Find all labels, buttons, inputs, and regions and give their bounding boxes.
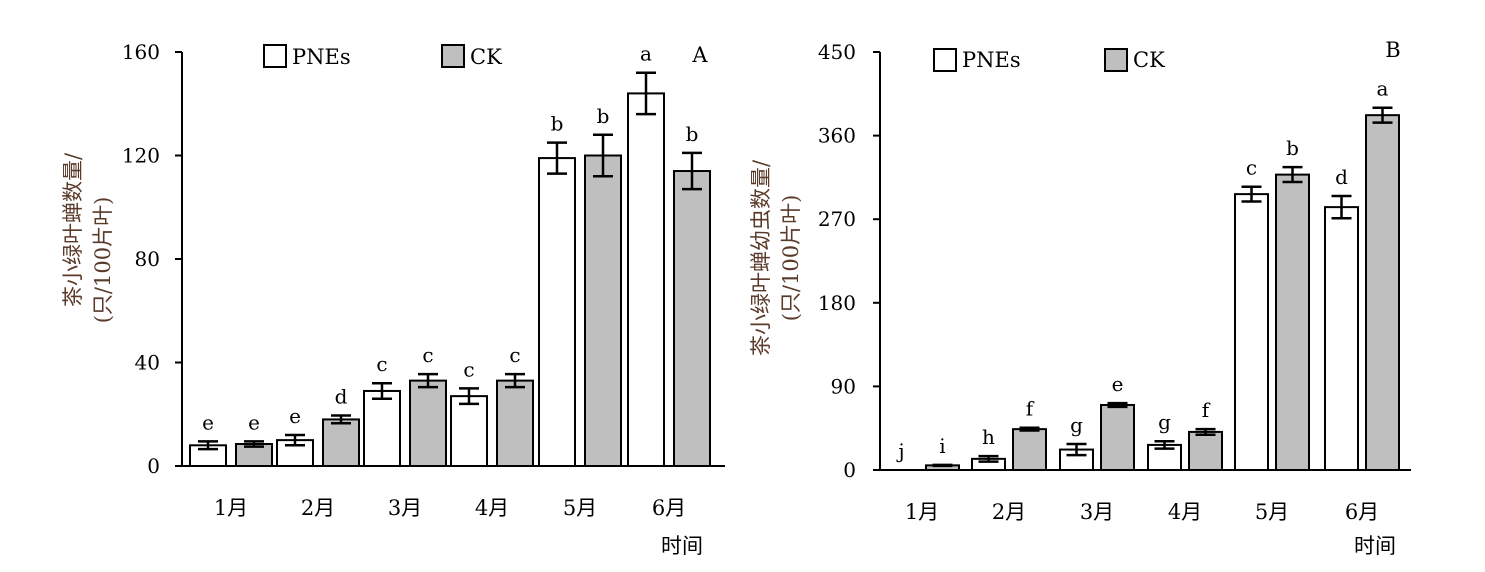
significance-label: j bbox=[896, 439, 904, 463]
x-axis-label: 时间 bbox=[661, 534, 703, 558]
y-tick-label: 40 bbox=[135, 351, 160, 375]
x-tick-label: 6月 bbox=[1345, 500, 1379, 524]
bar bbox=[450, 395, 488, 468]
significance-label: c bbox=[463, 357, 474, 381]
bar bbox=[1188, 430, 1223, 472]
significance-label: b bbox=[551, 112, 564, 136]
significance-label: a bbox=[1377, 77, 1389, 101]
y-tick-label: 0 bbox=[843, 458, 856, 482]
significance-label: c bbox=[422, 343, 433, 367]
y-axis-ticks: 0 40 80 120 160 bbox=[122, 40, 182, 478]
significance-label: a bbox=[640, 42, 652, 66]
y-axis-ticks: 0 90 180 270 360 450 bbox=[818, 40, 880, 482]
significance-label: g bbox=[1070, 413, 1083, 437]
bar bbox=[584, 154, 622, 467]
y-tick-label: 160 bbox=[122, 40, 160, 64]
bar bbox=[363, 389, 401, 467]
bars: j h g g c d i f e f b a bbox=[896, 77, 1400, 472]
significance-label: d bbox=[1335, 165, 1348, 189]
panel-label: B bbox=[1385, 38, 1400, 62]
significance-label: f bbox=[1026, 397, 1035, 421]
bar bbox=[538, 157, 576, 467]
significance-label: b bbox=[1286, 136, 1299, 160]
bar bbox=[627, 92, 665, 468]
x-tick-label: 5月 bbox=[1255, 500, 1289, 524]
legend-swatch-ck bbox=[441, 44, 465, 68]
significance-label: c bbox=[1246, 156, 1257, 180]
panel-label: A bbox=[691, 43, 708, 67]
bar bbox=[673, 170, 711, 467]
x-tick-label: 6月 bbox=[652, 496, 686, 520]
legend-swatch-pnes bbox=[933, 48, 957, 72]
y-tick-label: 270 bbox=[818, 207, 856, 231]
bar bbox=[1100, 403, 1135, 472]
significance-label: e bbox=[289, 404, 301, 428]
y-axis-label-line1: 茶小绿叶蝉数量/ bbox=[61, 152, 85, 307]
x-tick-label: 3月 bbox=[1080, 500, 1114, 524]
legend-label-ck: CK bbox=[1133, 48, 1165, 72]
chart-panel-b: 茶小绿叶蝉幼虫数量/ (只/100片叶) 0 90 180 270 360 450 j h g… bbox=[749, 38, 1411, 558]
bar bbox=[1012, 428, 1047, 471]
legend-label-pnes: PNEs bbox=[962, 48, 1021, 72]
significance-label: b bbox=[686, 122, 699, 146]
y-axis-label-line2: (只/100片叶) bbox=[91, 197, 115, 324]
y-tick-label: 450 bbox=[818, 40, 856, 64]
legend-swatch-pnes bbox=[263, 44, 287, 68]
bars: e e c c b a e d c c b b bbox=[189, 42, 711, 468]
significance-label: c bbox=[509, 343, 520, 367]
legend-label-ck: CK bbox=[470, 45, 502, 69]
legend: PNEs CK bbox=[933, 48, 1165, 72]
x-tick-label: 2月 bbox=[992, 500, 1026, 524]
x-axis-categories: 1月 2月 3月 4月 5月 6月 bbox=[214, 496, 686, 520]
significance-label: e bbox=[1112, 372, 1124, 396]
significance-label: h bbox=[982, 425, 995, 449]
legend-swatch-ck bbox=[1104, 48, 1128, 72]
y-tick-label: 0 bbox=[147, 454, 160, 478]
significance-label: c bbox=[376, 352, 387, 376]
significance-label: g bbox=[1158, 410, 1171, 434]
x-tick-label: 3月 bbox=[388, 496, 422, 520]
bar bbox=[322, 418, 360, 467]
x-tick-label: 5月 bbox=[563, 496, 597, 520]
significance-label: d bbox=[335, 385, 348, 409]
x-axis-categories: 1月 2月 3月 4月 5月 6月 bbox=[905, 500, 1379, 524]
bar bbox=[409, 379, 447, 467]
bar bbox=[1365, 114, 1400, 471]
y-tick-label: 360 bbox=[818, 124, 856, 148]
significance-label: b bbox=[597, 104, 610, 128]
x-tick-label: 4月 bbox=[1168, 500, 1202, 524]
bar bbox=[1324, 206, 1359, 471]
significance-label: f bbox=[1202, 398, 1211, 422]
bar bbox=[1234, 193, 1269, 471]
x-tick-label: 2月 bbox=[301, 496, 335, 520]
y-tick-label: 120 bbox=[122, 144, 160, 168]
y-tick-label: 80 bbox=[135, 247, 160, 271]
y-axis-label-line1: 茶小绿叶蝉幼虫数量/ bbox=[749, 159, 773, 356]
x-tick-label: 1月 bbox=[905, 500, 939, 524]
significance-label: e bbox=[248, 410, 260, 434]
legend-label-pnes: PNEs bbox=[292, 45, 351, 69]
x-axis-label: 时间 bbox=[1354, 534, 1396, 558]
significance-label: e bbox=[202, 410, 214, 434]
legend: PNEs CK bbox=[263, 44, 502, 69]
significance-label: i bbox=[939, 434, 945, 458]
x-tick-label: 1月 bbox=[214, 496, 248, 520]
y-tick-label: 90 bbox=[831, 374, 856, 398]
x-tick-label: 4月 bbox=[475, 496, 509, 520]
bar bbox=[1275, 173, 1310, 471]
y-axis-label-line2: (只/100片叶) bbox=[779, 195, 803, 322]
bar bbox=[496, 379, 534, 467]
chart-panel-a: 茶小绿叶蝉数量/ (只/100片叶) 0 40 80 120 160 e e c c b a e d c… bbox=[61, 40, 725, 558]
y-tick-label: 180 bbox=[818, 291, 856, 315]
